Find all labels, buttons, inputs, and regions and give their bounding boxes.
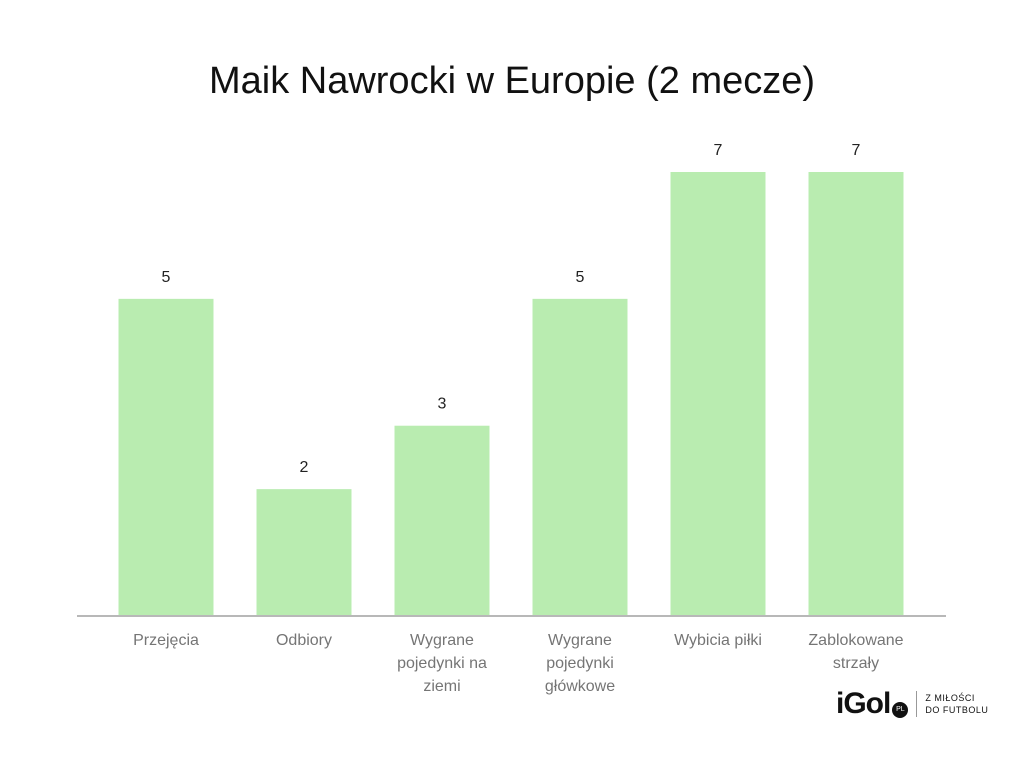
- data-label: 5: [576, 269, 585, 286]
- bar: [394, 425, 490, 616]
- chart-title: Maik Nawrocki w Europie (2 mecze): [208, 60, 816, 102]
- data-label: 3: [438, 396, 447, 413]
- bar: [808, 172, 904, 616]
- tagline-line: DO FUTBOLU: [925, 705, 989, 715]
- logo-tagline: Z MIŁOŚCI DO FUTBOLU: [925, 692, 988, 716]
- logo: iGol PL Z MIŁOŚCI DO FUTBOLU: [836, 686, 988, 722]
- bar: [118, 298, 214, 616]
- data-label: 5: [162, 269, 171, 286]
- logo-separator: [916, 691, 918, 717]
- data-label: 7: [852, 142, 861, 159]
- logo-name: iGol: [836, 687, 891, 720]
- data-label: 7: [714, 142, 723, 159]
- x-tick-label: Odbiory: [275, 632, 333, 649]
- bar: [532, 298, 628, 616]
- data-label: 2: [300, 459, 309, 476]
- x-tick-label: Wybicia piłki: [674, 632, 762, 649]
- bar: [670, 172, 766, 616]
- tagline-line: Z MIŁOŚCI: [925, 693, 975, 703]
- x-tick-label: Wygrane pojedynki na ziemi: [397, 632, 487, 695]
- x-tick-label: Wygrane pojedynki główkowe: [544, 632, 616, 695]
- logo-badge: PL: [892, 702, 909, 718]
- bar: [256, 489, 352, 616]
- x-tick-label: Zablokowane strzały: [808, 632, 904, 672]
- x-tick-label: Przejęcia: [133, 632, 199, 649]
